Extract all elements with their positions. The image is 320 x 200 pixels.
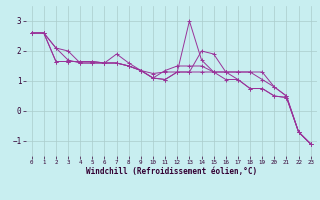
X-axis label: Windchill (Refroidissement éolien,°C): Windchill (Refroidissement éolien,°C)	[86, 167, 257, 176]
